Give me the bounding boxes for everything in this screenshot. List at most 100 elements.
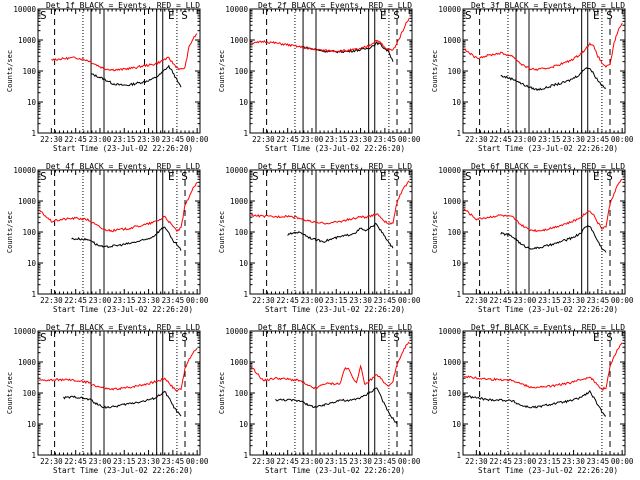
- x-tick-label: 22:45: [64, 457, 87, 466]
- panel-title: Det 5f BLACK = Events, RED = LLD: [258, 162, 412, 171]
- x-axis-label: Start Time (23-Jul-02 22:26:20): [265, 466, 405, 475]
- x-tick-label: 23:15: [325, 457, 348, 466]
- y-tick-label: 1: [456, 290, 461, 299]
- corner-label-right: E S: [380, 331, 400, 344]
- x-tick-label: 23:30: [137, 135, 160, 144]
- x-tick-label: 23:15: [113, 457, 136, 466]
- x-tick-label: 23:45: [374, 457, 397, 466]
- plot-frame: [462, 330, 626, 456]
- y-tick-label: 10000: [438, 327, 461, 336]
- y-tick-label: 1: [456, 451, 461, 460]
- x-axis-label: Start Time (23-Jul-02 22:26:20): [53, 466, 193, 475]
- y-tick-label: 1: [243, 451, 248, 460]
- y-tick-label: 10: [27, 259, 37, 268]
- y-tick-label: 10: [452, 259, 462, 268]
- x-tick-label: 22:45: [64, 135, 87, 144]
- x-tick-label: 23:15: [538, 296, 561, 305]
- x-tick-label: 23:15: [113, 296, 136, 305]
- corner-label-right: E S: [168, 170, 188, 183]
- y-tick-label: 1000: [443, 358, 462, 367]
- x-tick-label: 23:30: [349, 457, 372, 466]
- x-tick-label: 22:30: [465, 296, 488, 305]
- x-tick-label: 00:00: [611, 135, 634, 144]
- corner-label-right: E S: [380, 170, 400, 183]
- y-tick-label: 1000: [230, 358, 249, 367]
- y-axis-label: Counts/sec: [431, 211, 439, 253]
- x-tick-label: 23:30: [562, 296, 585, 305]
- x-tick-label: 22:45: [276, 296, 299, 305]
- x-tick-label: 23:45: [162, 296, 185, 305]
- x-tick-label: 22:30: [465, 135, 488, 144]
- lld-series-line: [463, 178, 623, 233]
- x-tick-label: 23:00: [89, 135, 112, 144]
- y-tick-label: 1000: [230, 36, 249, 45]
- y-tick-label: 1000: [18, 36, 37, 45]
- panel-title: Det 8f BLACK = Events, RED = LLD: [258, 323, 412, 332]
- y-tick-label: 1000: [230, 197, 249, 206]
- y-tick-label: 1: [243, 290, 248, 299]
- panel-title: Det 1f BLACK = Events, RED = LLD: [46, 1, 200, 10]
- y-tick-label: 100: [22, 67, 36, 76]
- y-tick-label: 1000: [18, 358, 37, 367]
- x-tick-label: 23:15: [538, 135, 561, 144]
- lld-series-line: [463, 22, 623, 72]
- detector-panel-3: Det 3f BLACK = Events, RED = LLD 1 10 100 10…: [431, 1, 634, 153]
- y-axis-label: Counts/sec: [218, 372, 226, 414]
- plot-frame: [37, 330, 201, 456]
- y-tick-label: 10: [27, 420, 37, 429]
- x-tick-label: 22:45: [276, 457, 299, 466]
- x-tick-label: 22:45: [489, 296, 512, 305]
- x-tick-label: 23:45: [587, 457, 610, 466]
- x-tick-label: 23:45: [374, 296, 397, 305]
- corner-label-left: S: [252, 170, 259, 183]
- x-tick-label: 00:00: [611, 457, 634, 466]
- corner-label-left: S: [40, 9, 47, 22]
- y-tick-label: 10000: [438, 5, 461, 14]
- x-tick-label: 23:15: [325, 135, 348, 144]
- x-axis-label: Start Time (23-Jul-02 22:26:20): [265, 144, 405, 153]
- x-tick-label: 23:45: [587, 296, 610, 305]
- y-axis-label: Counts/sec: [218, 211, 226, 253]
- x-tick-label: 23:00: [514, 296, 537, 305]
- detector-panel-8: Det 8f BLACK = Events, RED = LLD 1 10 100 10…: [218, 323, 421, 475]
- corner-label-right: E S: [593, 331, 613, 344]
- plot-frame: [462, 169, 626, 295]
- events-series-line: [500, 67, 607, 92]
- y-tick-label: 10000: [225, 5, 248, 14]
- x-tick-label: 22:45: [64, 296, 87, 305]
- panel-title: Det 3f BLACK = Events, RED = LLD: [471, 1, 625, 10]
- x-tick-label: 23:30: [137, 296, 160, 305]
- x-tick-label: 22:45: [276, 135, 299, 144]
- y-tick-label: 10000: [13, 327, 36, 336]
- y-tick-label: 10: [452, 98, 462, 107]
- detector-panel-9: Det 9f BLACK = Events, RED = LLD 1 10 100 10…: [431, 323, 634, 475]
- x-axis-label: Start Time (23-Jul-02 22:26:20): [478, 466, 618, 475]
- lld-series-line: [250, 180, 410, 225]
- x-tick-label: 00:00: [186, 135, 209, 144]
- x-axis-label: Start Time (23-Jul-02 22:26:20): [53, 144, 193, 153]
- y-tick-label: 100: [447, 389, 461, 398]
- events-series-line: [63, 390, 182, 417]
- y-tick-label: 100: [22, 228, 36, 237]
- x-tick-label: 22:30: [252, 135, 275, 144]
- y-tick-label: 1000: [443, 36, 462, 45]
- x-tick-label: 00:00: [611, 296, 634, 305]
- y-tick-label: 100: [234, 67, 248, 76]
- y-tick-label: 10: [239, 420, 249, 429]
- x-tick-label: 23:00: [89, 296, 112, 305]
- x-tick-label: 00:00: [186, 296, 209, 305]
- corner-label-right: E S: [168, 331, 188, 344]
- x-tick-label: 23:00: [301, 135, 324, 144]
- corner-label-right: E S: [168, 9, 188, 22]
- detector-panel-1: Det 1f BLACK = Events, RED = LLD 1 10 100 10…: [6, 1, 209, 153]
- panel-title: Det 9f BLACK = Events, RED = LLD: [471, 323, 625, 332]
- y-tick-label: 100: [447, 67, 461, 76]
- x-axis-label: Start Time (23-Jul-02 22:26:20): [265, 305, 405, 314]
- y-tick-label: 100: [234, 389, 248, 398]
- corner-label-left: S: [40, 170, 47, 183]
- x-tick-label: 22:45: [489, 135, 512, 144]
- panel-title: Det 4f BLACK = Events, RED = LLD: [46, 162, 200, 171]
- detector-panel-7: Det 7f BLACK = Events, RED = LLD 1 10 100 10…: [6, 323, 209, 475]
- detector-panel-5: Det 5f BLACK = Events, RED = LLD 1 10 100 10…: [218, 162, 421, 314]
